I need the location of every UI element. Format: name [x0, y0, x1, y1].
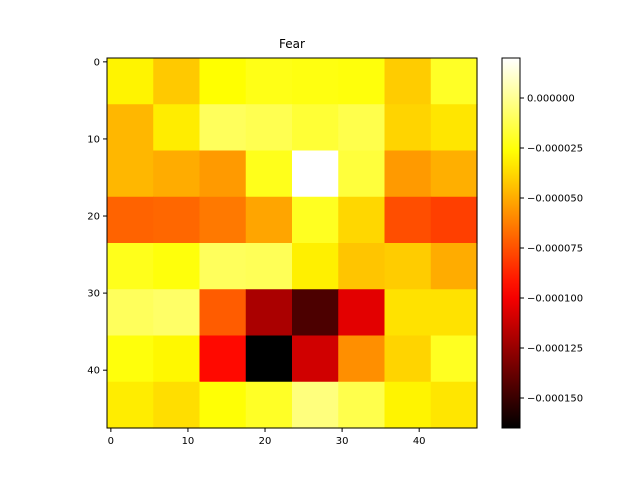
heatmap-cell	[292, 289, 339, 337]
heatmap-cell	[199, 58, 247, 105]
heatmap-cell	[384, 381, 432, 429]
heatmap-cell	[199, 104, 247, 152]
heatmap-cell	[107, 243, 154, 290]
heatmap-cell	[292, 58, 339, 105]
x-tick-label: 10	[182, 436, 195, 447]
heatmap-cell	[153, 150, 201, 198]
heatmap-cell	[430, 104, 478, 152]
heatmap-cell	[245, 150, 293, 198]
heatmap-cell	[338, 104, 386, 152]
heatmap-cell	[384, 243, 432, 290]
heatmap-cell	[430, 150, 478, 198]
heatmap-cell	[245, 289, 293, 337]
x-axis: 0 10 20 30 40	[108, 428, 426, 447]
heatmap-cell	[430, 335, 478, 383]
heatmap-cell	[292, 381, 339, 429]
heatmap-cell	[384, 58, 432, 105]
heatmap-cell	[430, 381, 478, 429]
colorbar-tick-label: 0.000000	[527, 94, 575, 105]
y-tick-label: 40	[87, 366, 100, 377]
heatmap-cell	[199, 196, 247, 244]
colorbar-tick-label: −0.000125	[527, 344, 583, 355]
heatmap-cell	[384, 150, 432, 198]
heatmap-cell	[338, 243, 386, 290]
heatmap-cell	[199, 381, 247, 429]
heatmap-cell	[199, 335, 247, 383]
heatmap-cell	[384, 196, 432, 244]
heatmap-cell	[292, 150, 339, 198]
plot-frame	[106, 57, 478, 429]
heatmap-cell	[430, 196, 478, 244]
colorbar-tick-label: −0.000025	[527, 144, 583, 155]
heatmap-cell	[199, 150, 247, 198]
heatmap-cell	[430, 58, 478, 105]
heatmap-cell	[338, 381, 386, 429]
y-tick-label: 10	[87, 134, 100, 145]
heatmap-cell	[384, 289, 432, 337]
heatmap-cell	[107, 381, 154, 429]
heatmap-cell	[245, 58, 293, 105]
heatmap-cell	[153, 243, 201, 290]
heatmap-cell	[292, 196, 339, 244]
colorbar-tick-label: −0.000075	[527, 244, 583, 255]
x-tick-label: 30	[336, 436, 349, 447]
heatmap-cell	[430, 289, 478, 337]
heatmap-cell	[245, 381, 293, 429]
heatmap-cell	[338, 150, 386, 198]
y-tick-label: 20	[87, 212, 100, 223]
heatmap-cell	[245, 335, 293, 383]
heatmap-cells	[107, 58, 478, 429]
x-tick-label: 0	[108, 436, 114, 447]
y-axis: 0 10 20 30 40	[87, 57, 107, 377]
heatmap-cell	[107, 196, 154, 244]
heatmap-cell	[292, 335, 339, 383]
heatmap-cell	[153, 381, 201, 429]
heatmap-cell	[338, 335, 386, 383]
colorbar	[501, 57, 521, 429]
heatmap-cell	[107, 58, 154, 105]
heatmap-cell	[292, 104, 339, 152]
heatmap-cell	[107, 289, 154, 337]
colorbar-tick-label: −0.000100	[527, 294, 583, 305]
heatmap-cell	[153, 58, 201, 105]
heatmap-cell	[245, 104, 293, 152]
heatmap-cell	[338, 196, 386, 244]
colorbar-tick-label: −0.000150	[527, 394, 583, 405]
heatmap-cell	[107, 150, 154, 198]
heatmap-cell	[430, 243, 478, 290]
y-tick-label: 30	[87, 289, 100, 300]
heatmap-cell	[384, 335, 432, 383]
heatmap-cell	[338, 289, 386, 337]
colorbar-tick-label: −0.000050	[527, 194, 583, 205]
x-tick-label: 20	[259, 436, 272, 447]
x-tick-label: 40	[413, 436, 426, 447]
heatmap-cell	[153, 289, 201, 337]
heatmap-cell	[199, 289, 247, 337]
heatmap-cell	[245, 243, 293, 290]
heatmap-cell	[153, 196, 201, 244]
heatmap-cell	[153, 335, 201, 383]
colorbar-axis: 0.000000 −0.000025 −0.000050 −0.000075 −0.00…	[520, 94, 583, 405]
heatmap-cell	[245, 196, 293, 244]
heatmap-cell	[107, 104, 154, 152]
heatmap-cell	[199, 243, 247, 290]
heatmap-cell	[338, 58, 386, 105]
heatmap-cell	[384, 104, 432, 152]
heatmap-cell	[292, 243, 339, 290]
chart-title: Fear	[279, 37, 305, 51]
heatmap-cell	[153, 104, 201, 152]
heatmap-cell	[107, 335, 154, 383]
y-tick-label: 0	[94, 57, 100, 68]
